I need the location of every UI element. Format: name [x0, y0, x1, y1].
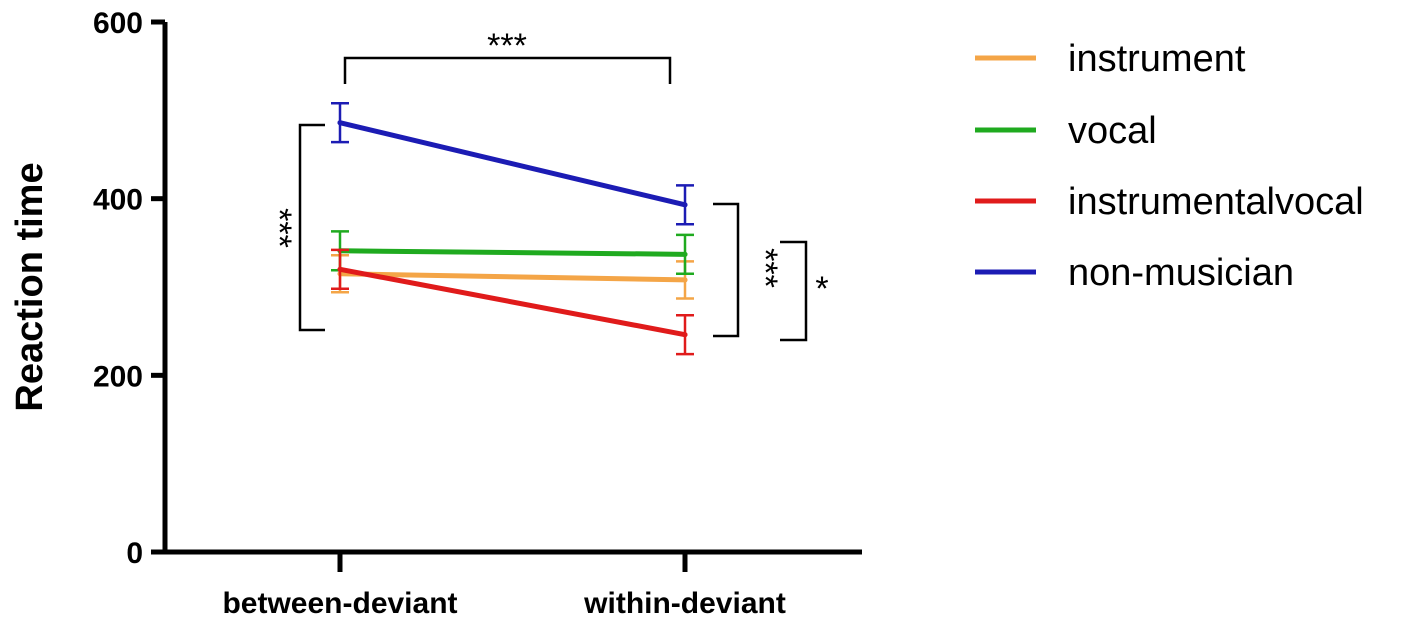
significance-star-right-outer: * [815, 270, 828, 308]
y-tick-label: 0 [126, 537, 143, 570]
significance-bracket-left: *** [260, 123, 325, 332]
legend: instrument vocal instrumentalvocal non-musi… [975, 38, 1364, 294]
series-line [337, 266, 688, 338]
series-line [337, 271, 688, 283]
series-instrumentalvocal [331, 248, 694, 356]
y-axis-ticks: 0 200 400 600 [93, 7, 165, 570]
significance-bracket-top: *** [343, 27, 672, 84]
series-non-musician [331, 102, 694, 226]
series-line [337, 120, 688, 208]
data-point [682, 332, 688, 338]
significance-stars-top: *** [487, 27, 527, 65]
data-point [682, 277, 688, 283]
significance-bracket-right-inner: *** [713, 202, 784, 338]
data-point [337, 266, 343, 272]
x-category-label: between-deviant [222, 587, 457, 620]
significance-stars-left: *** [260, 208, 298, 248]
x-axis-ticks: between-deviant within-deviant [222, 552, 786, 620]
y-tick-label: 600 [93, 7, 143, 40]
series-vocal [331, 230, 694, 275]
y-tick-label: 400 [93, 184, 143, 217]
legend-item-instrument: instrument [975, 38, 1246, 80]
significance-bracket-right-outer: * [780, 240, 829, 342]
data-point [337, 120, 343, 126]
series-layer [331, 102, 694, 356]
legend-item-vocal: vocal [975, 110, 1157, 152]
data-point [682, 251, 688, 257]
legend-item-non-musician: non-musician [975, 252, 1294, 294]
legend-label: instrumentalvocal [1068, 181, 1364, 223]
data-point [682, 202, 688, 208]
legend-label: non-musician [1068, 252, 1294, 294]
series-line [337, 248, 688, 257]
legend-item-instrumentalvocal: instrumentalvocal [975, 181, 1364, 223]
legend-label: vocal [1068, 110, 1157, 152]
x-category-label: within-deviant [583, 587, 786, 620]
significance-stars-right-inner: *** [746, 248, 784, 288]
legend-label: instrument [1068, 38, 1246, 80]
y-axis-title: Reaction time [9, 162, 51, 411]
y-tick-label: 200 [93, 360, 143, 393]
